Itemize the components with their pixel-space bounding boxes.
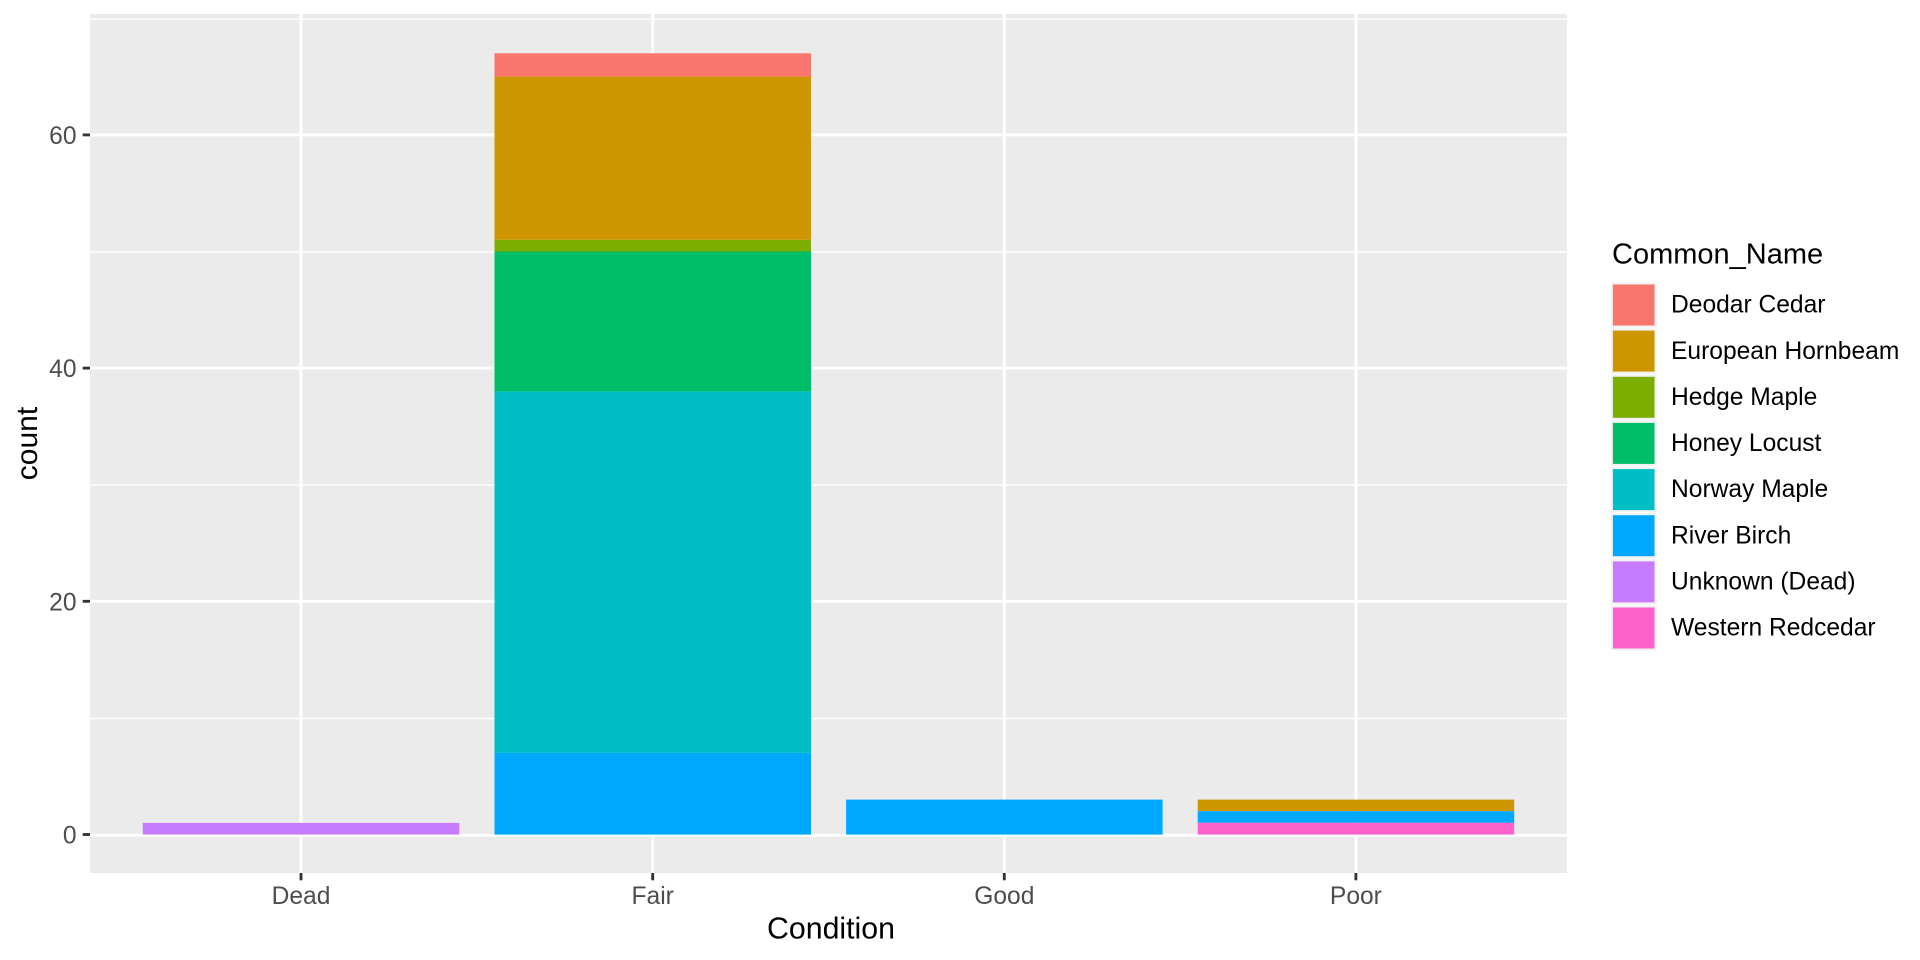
svg-text:Norway Maple: Norway Maple [1671, 476, 1828, 503]
svg-text:River Birch: River Birch [1671, 522, 1791, 549]
svg-text:Common_Name: Common_Name [1612, 238, 1823, 270]
svg-text:Deodar Cedar: Deodar Cedar [1671, 292, 1825, 319]
svg-text:Unknown (Dead): Unknown (Dead) [1671, 569, 1856, 596]
svg-text:Dead: Dead [272, 883, 331, 910]
svg-text:Hedge Maple: Hedge Maple [1671, 384, 1817, 411]
svg-text:count: count [11, 406, 44, 480]
svg-text:Poor: Poor [1330, 883, 1382, 910]
svg-text:Fair: Fair [632, 883, 674, 910]
svg-text:0: 0 [63, 823, 77, 850]
svg-text:Condition: Condition [767, 912, 895, 945]
svg-text:60: 60 [49, 123, 76, 150]
svg-text:20: 20 [49, 589, 76, 616]
svg-text:40: 40 [49, 356, 76, 383]
svg-text:European Hornbeam: European Hornbeam [1671, 338, 1899, 365]
svg-text:Western Redcedar: Western Redcedar [1671, 615, 1876, 642]
svg-text:Good: Good [974, 883, 1034, 910]
svg-text:Honey Locust: Honey Locust [1671, 430, 1822, 457]
